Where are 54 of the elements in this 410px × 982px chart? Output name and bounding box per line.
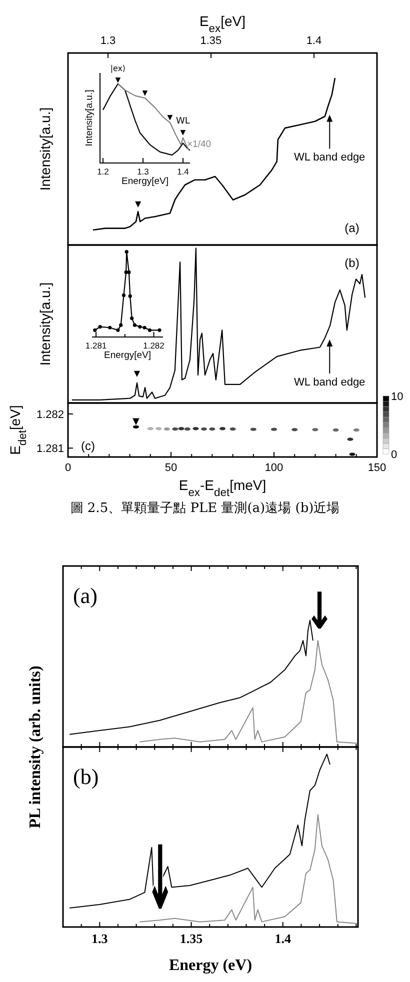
x-tick-label: 1.2 — [97, 166, 110, 176]
y-axis-title: Intensity[a.u.] — [84, 90, 95, 146]
annotation: (a) — [344, 221, 360, 235]
x-tick-label: 50 — [164, 462, 178, 474]
x2-tick-label: 1.4 — [306, 35, 322, 47]
x-axis-title: Energy[eV] — [104, 350, 151, 361]
x-tick-label: 1.4 — [274, 931, 292, 946]
annotation: ↓ — [304, 583, 334, 642]
color-bar-label: 10 — [391, 391, 404, 403]
x-tick-label: 1.4 — [177, 166, 190, 176]
y-axis-title: PL intensity (arb. units) — [27, 666, 44, 828]
x-tick-label: 150 — [368, 462, 386, 474]
point — [130, 316, 134, 320]
point — [128, 294, 132, 298]
x-tick-label: 1.35 — [180, 931, 204, 946]
annotation: (b) — [344, 256, 360, 270]
point — [122, 293, 126, 298]
point — [138, 324, 142, 329]
y-axis-title: Intensity[a.u.] — [37, 107, 53, 191]
x-tick-label: 1.3 — [137, 166, 150, 176]
x-tick-label: 100 — [264, 462, 284, 474]
point — [158, 328, 162, 332]
x2-axis-title: E$_{ex}$[eV] — [199, 13, 246, 35]
series-label: ×1/40 — [187, 138, 212, 150]
x-tick-label: 1.3 — [92, 931, 108, 946]
annotation: WL — [176, 116, 190, 127]
point — [116, 328, 120, 332]
annotation: ▼ — [134, 199, 142, 208]
y-axis-title: Intensity[a.u.] — [37, 282, 53, 366]
x-tick-label: 0 — [64, 462, 72, 474]
point — [124, 250, 128, 254]
x2-tick-label: 1.3 — [100, 35, 116, 47]
caption: 圖 2.5、單顆量子點 PLE 量測(a)遠場 (b)近場 — [70, 501, 340, 516]
point — [148, 328, 152, 332]
text: (a) — [73, 583, 98, 608]
point — [108, 326, 112, 330]
x-axis-title: Energy (eV) — [168, 957, 252, 974]
point — [142, 326, 146, 330]
annotation: (b) — [73, 764, 99, 789]
x-axis-title: Energy[eV] — [122, 176, 168, 187]
annotation: WL band edge — [294, 152, 366, 164]
x2-tick-label: 1.35 — [200, 35, 222, 47]
color-bar-label: 0 — [391, 449, 398, 461]
annotation: WL band edge — [294, 376, 366, 389]
annotation: |ex⟩ — [110, 64, 126, 73]
point — [132, 323, 137, 327]
x-axis-title: E$_{ex}$-E$_{det}$[meV] — [178, 477, 266, 499]
annotation: ▼ — [132, 416, 140, 427]
point — [127, 270, 131, 274]
annotation: (c) — [81, 439, 95, 453]
annotation: ▼ — [134, 368, 141, 378]
point — [119, 323, 123, 327]
point — [98, 324, 102, 329]
point — [93, 328, 97, 332]
